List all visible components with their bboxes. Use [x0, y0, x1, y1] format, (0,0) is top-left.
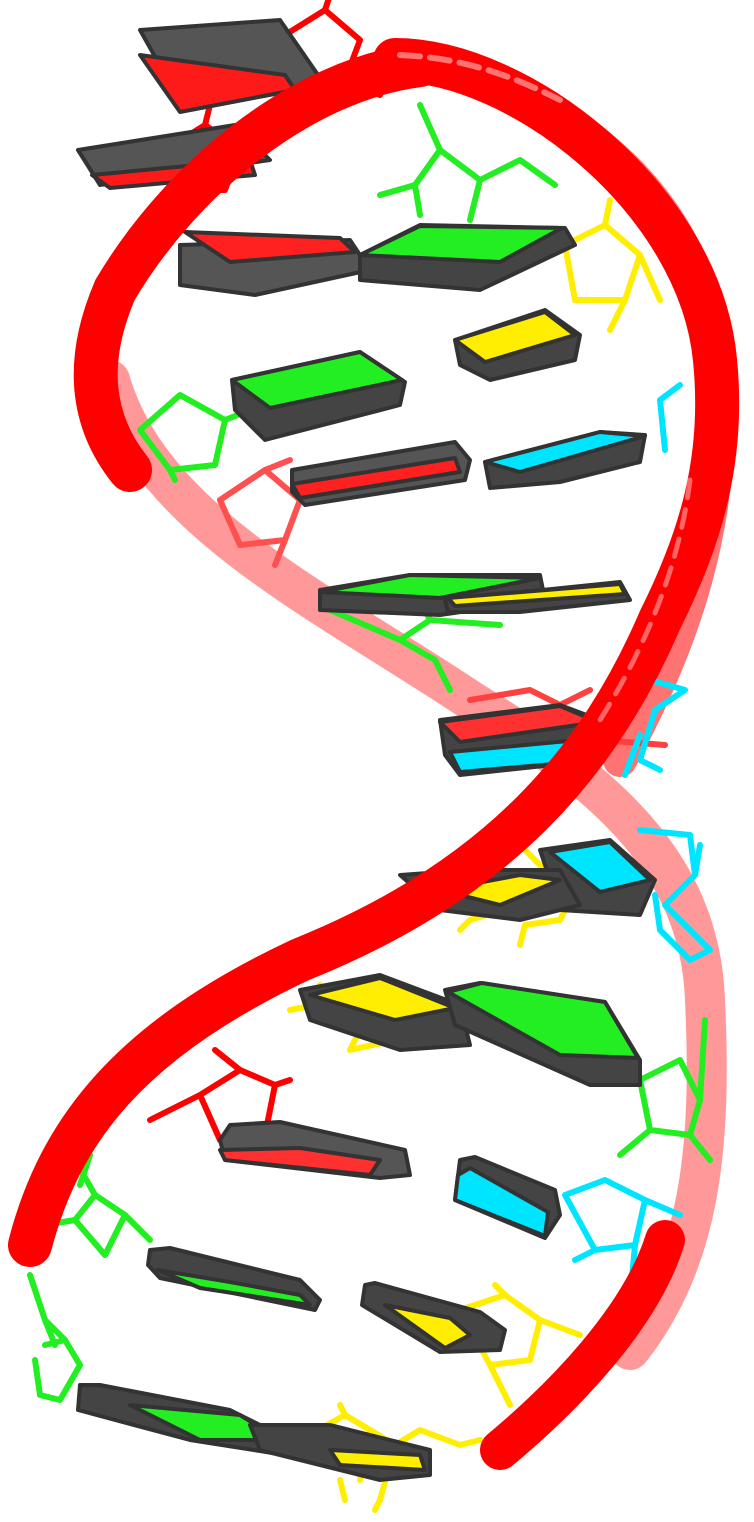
base-slab-red [290, 440, 472, 507]
base-slab-yellow [248, 1423, 432, 1482]
base-slab-green [146, 1246, 322, 1312]
base-slab-green [230, 350, 407, 442]
sugar-ring [562, 197, 663, 333]
base-slab-yellow [298, 973, 472, 1052]
front-strand-highlight [397, 52, 563, 103]
front-strand-lower [480, 1220, 685, 1470]
sugar-ring [217, 457, 303, 568]
base-slab-yellow [443, 580, 632, 614]
front-strand [8, 38, 740, 1470]
sugar-ring [657, 382, 683, 453]
sugar-ring [457, 1282, 583, 1408]
base-slab-yellow [360, 1281, 507, 1354]
base-slab-red [178, 230, 372, 297]
sugar-ring [637, 827, 713, 963]
back-strand-upper [383, 43, 735, 777]
back-strand-middle [90, 360, 727, 1370]
sugar-ring [377, 102, 558, 223]
front-strand-highlight [597, 477, 693, 723]
front-strand-main [8, 38, 740, 1267]
base-slab-green [76, 1383, 292, 1457]
sugar-ring [42, 1152, 153, 1258]
sugar-ring [147, 1047, 293, 1143]
base-slab-green [443, 981, 642, 1087]
base-slab-green [358, 223, 577, 292]
base-slab-yellow [453, 308, 582, 382]
base-slab-cyan [453, 1155, 562, 1240]
sugar-ring [617, 1017, 713, 1163]
base-slabs [76, 18, 657, 1482]
sugar-ring [562, 1177, 683, 1303]
base-slab-cyan [483, 430, 647, 490]
base-slab-red [218, 1120, 412, 1180]
front-strand-upper [73, 43, 442, 492]
sugar-ring [27, 1272, 83, 1403]
